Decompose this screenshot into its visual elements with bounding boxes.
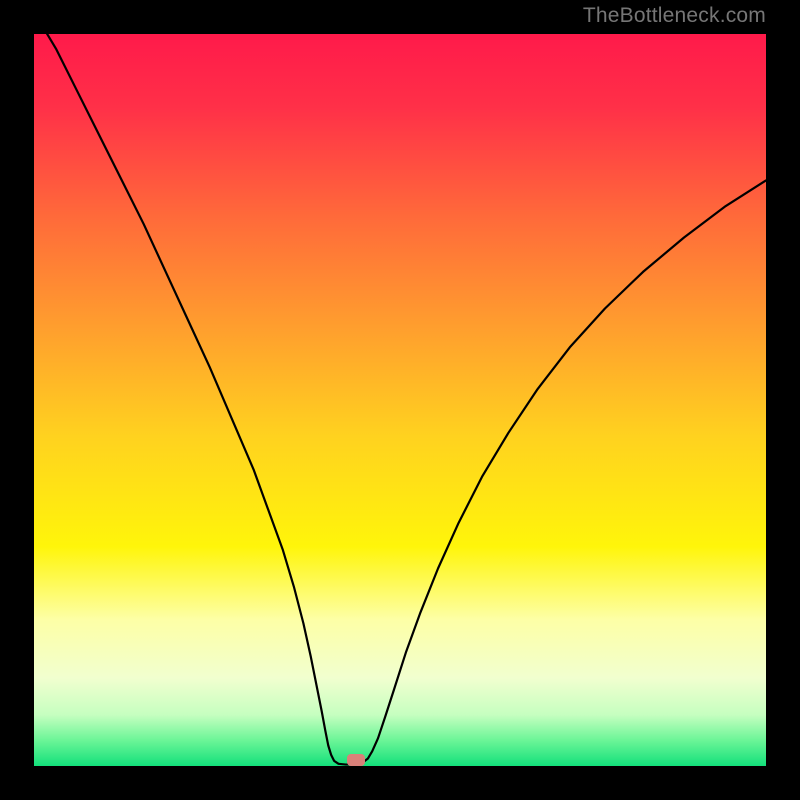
plot-area	[34, 34, 766, 766]
optimum-marker	[347, 754, 365, 766]
outer-frame: TheBottleneck.com	[0, 0, 800, 800]
watermark-text: TheBottleneck.com	[583, 4, 766, 28]
bottleneck-curve	[34, 34, 766, 766]
